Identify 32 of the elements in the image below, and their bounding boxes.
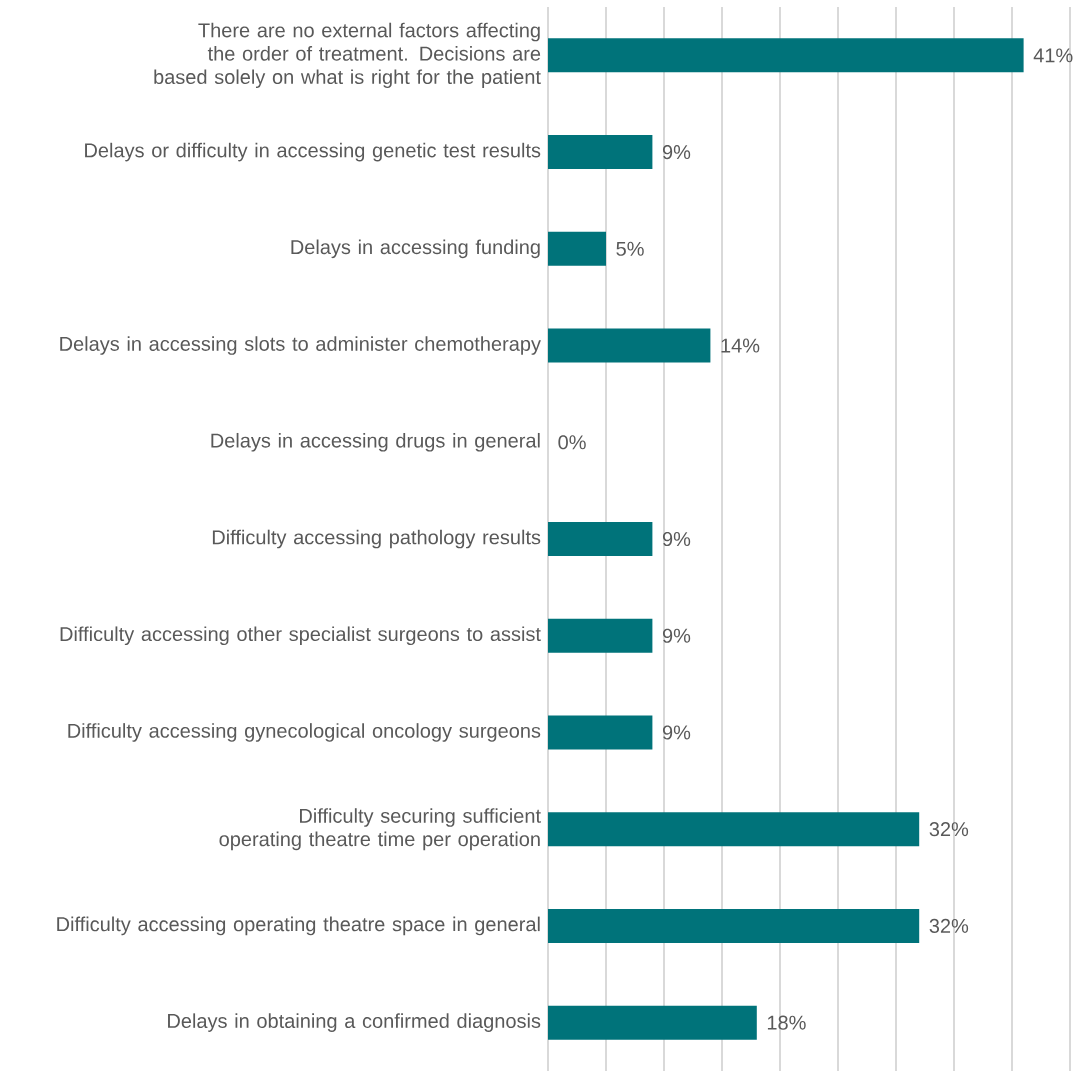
y-tick-label: Difficulty accessing operating theatre space in general — [57, 916, 540, 936]
data-label: 9% — [662, 725, 691, 740]
bar — [548, 1005, 757, 1040]
data-label: 9% — [662, 145, 691, 160]
data-label: 41% — [1033, 48, 1073, 63]
data-label: 32% — [929, 822, 969, 837]
y-tick-label: Delays in accessing funding — [291, 239, 540, 259]
y-tick-label: Difficulty accessing gynecological oncology surgeons — [68, 723, 541, 742]
y-tick-label: There are no external factors affecting the order of treatment. Decisions are based solely on what is right for the patient — [154, 22, 541, 89]
bar — [548, 618, 653, 653]
data-label: 14% — [721, 338, 760, 353]
bar — [548, 522, 653, 557]
y-tick-label: Delays or difficulty in accessing genetic test results — [85, 142, 541, 162]
data-label: 9% — [662, 628, 691, 643]
y-tick-label: Delays in accessing drugs in general — [211, 432, 540, 452]
data-label: 9% — [662, 531, 691, 547]
y-tick-label: Delays in obtaining a confirmed diagnosis — [168, 1013, 541, 1032]
bar — [548, 328, 711, 363]
y-tick-label: Difficulty accessing other specialist surgeons to assist — [60, 626, 541, 646]
y-tick-label: Difficulty accessing pathology results — [212, 529, 541, 549]
bar — [548, 812, 920, 847]
bar — [548, 135, 653, 170]
y-tick-label: Difficulty securing sufficient operating theatre time per operation — [219, 808, 541, 851]
bar — [548, 231, 606, 266]
data-label: 5% — [616, 241, 644, 256]
bar — [548, 715, 653, 750]
data-label: 32% — [929, 918, 969, 933]
bar — [548, 38, 1024, 73]
y-tick-label: Delays in accessing slots to administer chemotherapy — [60, 336, 541, 355]
data-label: 18% — [767, 1015, 806, 1030]
bar — [548, 908, 920, 943]
data-label: 0% — [558, 435, 586, 450]
